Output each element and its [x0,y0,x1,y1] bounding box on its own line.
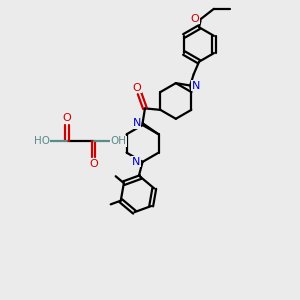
Text: N: N [192,80,200,91]
Text: O: O [191,14,200,24]
Text: N: N [132,157,140,167]
Text: N: N [132,118,141,128]
Text: O: O [62,113,71,123]
Text: HO: HO [34,136,50,146]
Text: OH: OH [111,136,127,146]
Text: O: O [132,82,141,93]
Text: O: O [89,159,98,169]
